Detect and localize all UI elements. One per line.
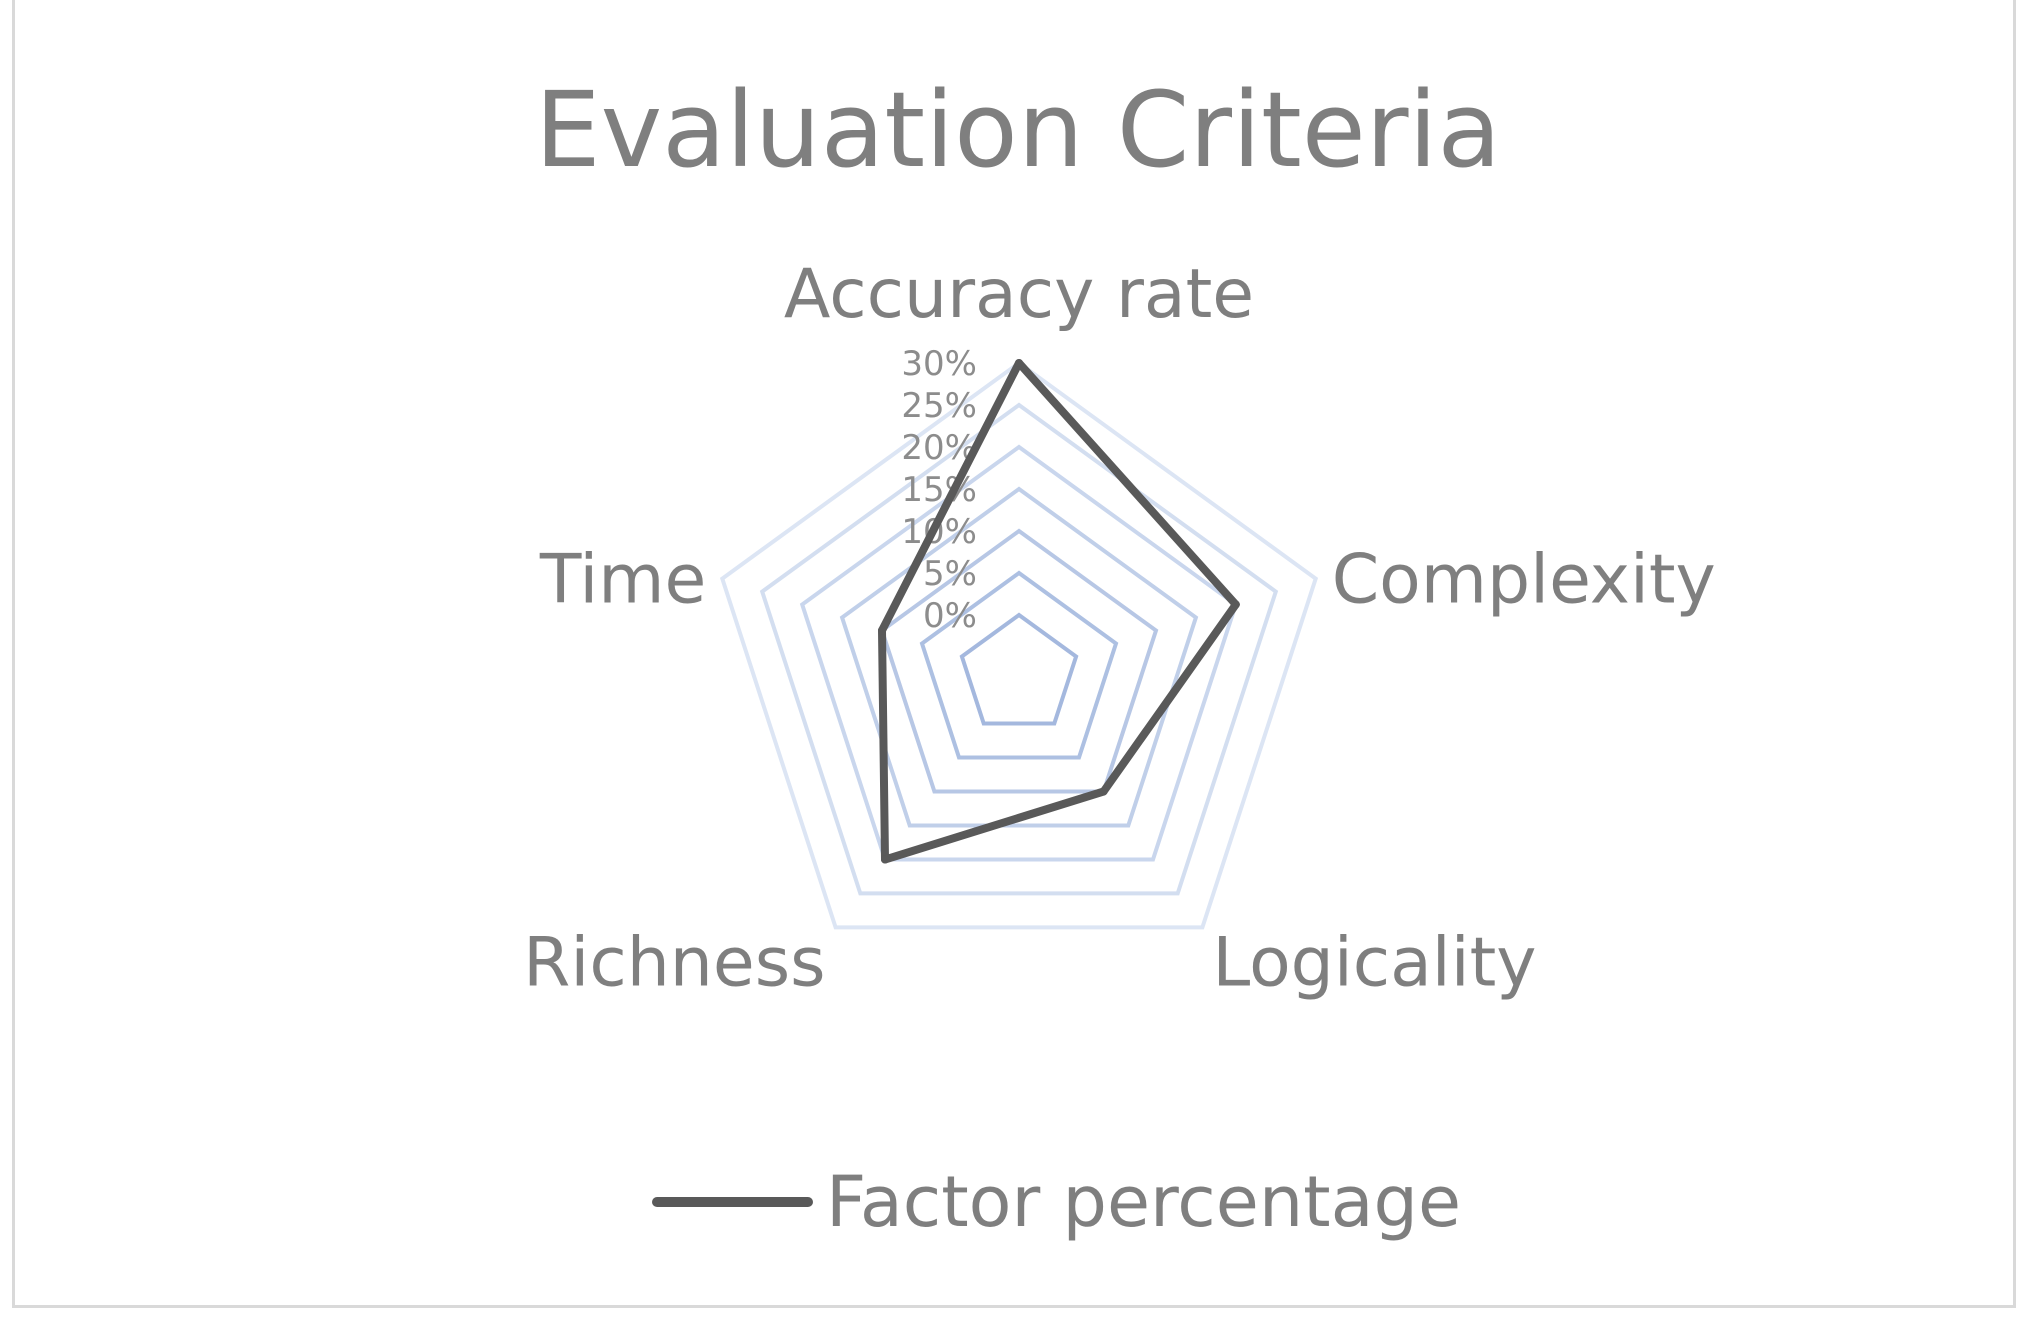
grid-ring-5 [919, 570, 1119, 760]
radar-grid [719, 360, 1319, 930]
tick-label-30: 30% [901, 344, 977, 384]
grid-ring-15 [839, 486, 1199, 828]
chart-title: Evaluation Criteria [535, 69, 1501, 191]
data-point-accuracy-rate [1015, 359, 1023, 367]
series-line-factor-percentage [878, 359, 1240, 864]
data-point-richness [881, 855, 889, 864]
radial-tick-labels: 0%5%10%15%20%25%30% [901, 344, 977, 636]
category-label-richness: Richness [523, 923, 825, 1002]
legend: Factor percentage [652, 1161, 1461, 1243]
data-point-time [878, 626, 886, 635]
category-label-complexity: Complexity [1332, 541, 1716, 620]
tick-label-15: 15% [901, 470, 977, 510]
tick-label-5: 5% [923, 554, 977, 594]
category-labels: Accuracy rate Complexity Logicality Richnes… [523, 255, 1716, 1002]
grid-ring-25 [759, 402, 1279, 896]
data-point-logicality [1099, 787, 1108, 796]
legend-label-factor-percentage: Factor percentage [826, 1161, 1461, 1243]
category-label-time: Time [539, 541, 706, 620]
data-point-complexity [1231, 600, 1240, 609]
grid-ring-10 [879, 528, 1159, 794]
grid-ring-0 [959, 612, 1079, 726]
grid-ring-30 [719, 360, 1319, 930]
chart-frame [12, 0, 2016, 1308]
tick-label-0: 0% [923, 596, 977, 636]
series-lines [878, 359, 1240, 864]
category-label-accuracy-rate: Accuracy rate [784, 255, 1254, 334]
tick-label-25: 25% [901, 386, 977, 426]
category-label-logicality: Logicality [1212, 923, 1536, 1002]
grid-ring-20 [799, 444, 1239, 862]
